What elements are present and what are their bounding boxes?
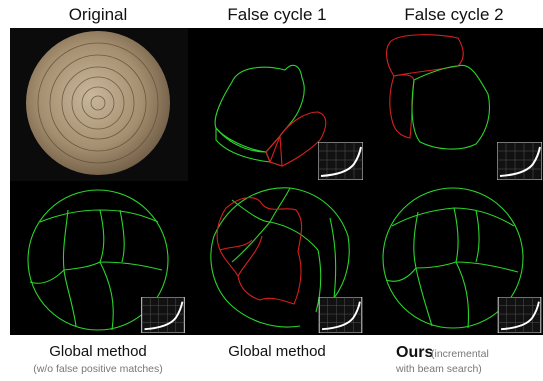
inset-plot <box>142 297 185 333</box>
caption-note: (incremental <box>431 348 489 360</box>
caption-title: Global method <box>228 343 326 360</box>
inset-plot <box>497 142 542 180</box>
original-photo <box>10 28 188 181</box>
caption-note: (w/o false positive matches) <box>33 363 163 375</box>
caption-title: Global method <box>49 343 147 360</box>
caption-title: Ours <box>396 344 433 361</box>
caption-note: with beam search) <box>395 363 482 375</box>
inset-plot <box>318 142 363 180</box>
column-header: Original <box>69 5 128 24</box>
inset-plot <box>319 297 362 333</box>
inset-plot <box>498 297 541 333</box>
column-header: False cycle 2 <box>404 5 503 24</box>
column-header: False cycle 1 <box>227 5 326 24</box>
figure: Original False cycle 1 False cycle 2 <box>0 0 543 381</box>
